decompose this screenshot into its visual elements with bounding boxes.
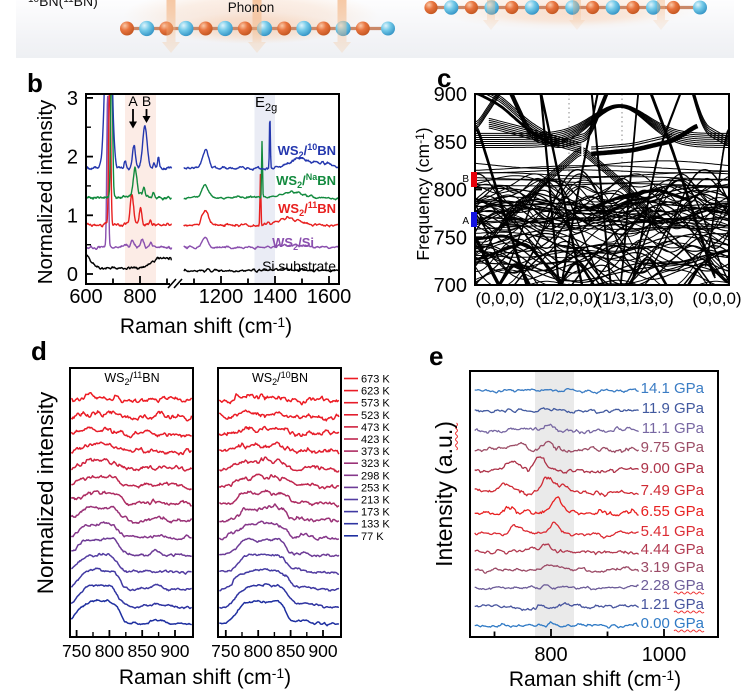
svg-text:Normalized intensity: Normalized intensity bbox=[34, 99, 57, 284]
svg-text:1000: 1000 bbox=[642, 644, 687, 666]
svg-text:573 K: 573 K bbox=[361, 398, 390, 410]
svg-text:323 K: 323 K bbox=[361, 458, 390, 470]
svg-text:3.19 GPa: 3.19 GPa bbox=[641, 559, 705, 576]
svg-text:1: 1 bbox=[67, 205, 78, 227]
svg-text:b: b bbox=[27, 68, 43, 98]
svg-text:WS2/11BN: WS2/11BN bbox=[278, 200, 336, 218]
svg-text:5.41 GPa: 5.41 GPa bbox=[641, 523, 705, 540]
svg-text:e: e bbox=[429, 341, 443, 371]
svg-text:750: 750 bbox=[211, 641, 240, 661]
svg-text:77 K: 77 K bbox=[361, 531, 384, 543]
svg-text:2.28 GPa: 2.28 GPa bbox=[641, 577, 705, 594]
svg-text:B: B bbox=[142, 93, 151, 109]
svg-text:133 K: 133 K bbox=[361, 519, 390, 531]
svg-text:(0,0,0): (0,0,0) bbox=[475, 289, 524, 308]
svg-text:3: 3 bbox=[67, 88, 78, 110]
svg-text:4.44 GPa: 4.44 GPa bbox=[641, 541, 705, 558]
svg-text:523 K: 523 K bbox=[361, 410, 390, 422]
svg-text:7.49 GPa: 7.49 GPa bbox=[641, 482, 705, 499]
svg-text:600: 600 bbox=[69, 286, 102, 308]
svg-text:Si substrate: Si substrate bbox=[262, 258, 336, 274]
svg-text:1400: 1400 bbox=[253, 286, 298, 308]
svg-text:Frequency (cm-1): Frequency (cm-1) bbox=[413, 127, 433, 260]
svg-text:0: 0 bbox=[67, 264, 78, 286]
svg-text:700: 700 bbox=[434, 275, 467, 297]
svg-text:Raman shift (cm-1): Raman shift (cm-1) bbox=[120, 314, 292, 338]
svg-text:11.1 GPa: 11.1 GPa bbox=[642, 420, 705, 437]
svg-text:c: c bbox=[437, 63, 451, 93]
svg-text:(1/2,0,0): (1/2,0,0) bbox=[535, 289, 598, 308]
svg-text:B: B bbox=[462, 174, 469, 185]
svg-text:1600: 1600 bbox=[307, 286, 352, 308]
svg-text:11.9 GPa: 11.9 GPa bbox=[642, 400, 705, 417]
svg-text:Normalized intensity: Normalized intensity bbox=[33, 391, 58, 594]
svg-text:WS2/10BN: WS2/10BN bbox=[278, 142, 336, 160]
svg-text:213 K: 213 K bbox=[361, 495, 390, 507]
svg-text:800: 800 bbox=[434, 180, 467, 202]
svg-text:(1/3,1/3,0): (1/3,1/3,0) bbox=[596, 289, 674, 308]
svg-text:WS2/11BN: WS2/11BN bbox=[104, 370, 159, 387]
svg-text:800: 800 bbox=[534, 644, 567, 666]
svg-text:900: 900 bbox=[160, 641, 189, 661]
svg-text:Raman shift (cm-1): Raman shift (cm-1) bbox=[509, 667, 681, 691]
svg-text:850: 850 bbox=[128, 641, 157, 661]
svg-text:423 K: 423 K bbox=[361, 434, 390, 446]
svg-text:1200: 1200 bbox=[199, 286, 244, 308]
svg-text:9.75 GPa: 9.75 GPa bbox=[641, 439, 705, 456]
svg-text:6.55 GPa: 6.55 GPa bbox=[641, 503, 705, 520]
svg-text:253 K: 253 K bbox=[361, 482, 390, 494]
svg-text:673 K: 673 K bbox=[361, 374, 390, 386]
svg-text:10BN(11BN): 10BN(11BN) bbox=[28, 0, 98, 9]
svg-text:800: 800 bbox=[123, 286, 156, 308]
svg-text:WS2/Si: WS2/Si bbox=[272, 235, 314, 252]
svg-text:800: 800 bbox=[244, 641, 273, 661]
svg-text:850: 850 bbox=[276, 641, 305, 661]
svg-text:9.00 GPa: 9.00 GPa bbox=[641, 460, 705, 477]
svg-text:WS2/NaBN: WS2/NaBN bbox=[276, 172, 336, 190]
svg-text:(0,0,0): (0,0,0) bbox=[692, 289, 741, 308]
svg-text:173 K: 173 K bbox=[361, 507, 390, 519]
svg-text:473 K: 473 K bbox=[361, 422, 390, 434]
svg-text:Phonon: Phonon bbox=[228, 0, 275, 15]
svg-text:623 K: 623 K bbox=[361, 386, 390, 398]
svg-text:A: A bbox=[462, 216, 469, 227]
svg-text:d: d bbox=[31, 336, 47, 366]
svg-text:373 K: 373 K bbox=[361, 446, 390, 458]
svg-text:Intensity (a.u.): Intensity (a.u.) bbox=[431, 421, 457, 567]
svg-text:0.00 GPa: 0.00 GPa bbox=[641, 615, 705, 632]
svg-text:2: 2 bbox=[67, 147, 78, 169]
svg-text:A: A bbox=[128, 93, 138, 109]
svg-text:750: 750 bbox=[62, 641, 91, 661]
svg-text:800: 800 bbox=[95, 641, 124, 661]
svg-text:850: 850 bbox=[434, 132, 467, 154]
svg-text:Raman shift (cm-1): Raman shift (cm-1) bbox=[119, 665, 291, 689]
svg-text:900: 900 bbox=[308, 641, 337, 661]
svg-text:750: 750 bbox=[434, 227, 467, 249]
svg-text:WS2/10BN: WS2/10BN bbox=[252, 370, 308, 387]
svg-text:14.1 GPa: 14.1 GPa bbox=[641, 380, 705, 397]
svg-text:1.21 GPa: 1.21 GPa bbox=[641, 596, 705, 613]
svg-text:298 K: 298 K bbox=[361, 470, 390, 482]
svg-text:900: 900 bbox=[434, 84, 467, 106]
